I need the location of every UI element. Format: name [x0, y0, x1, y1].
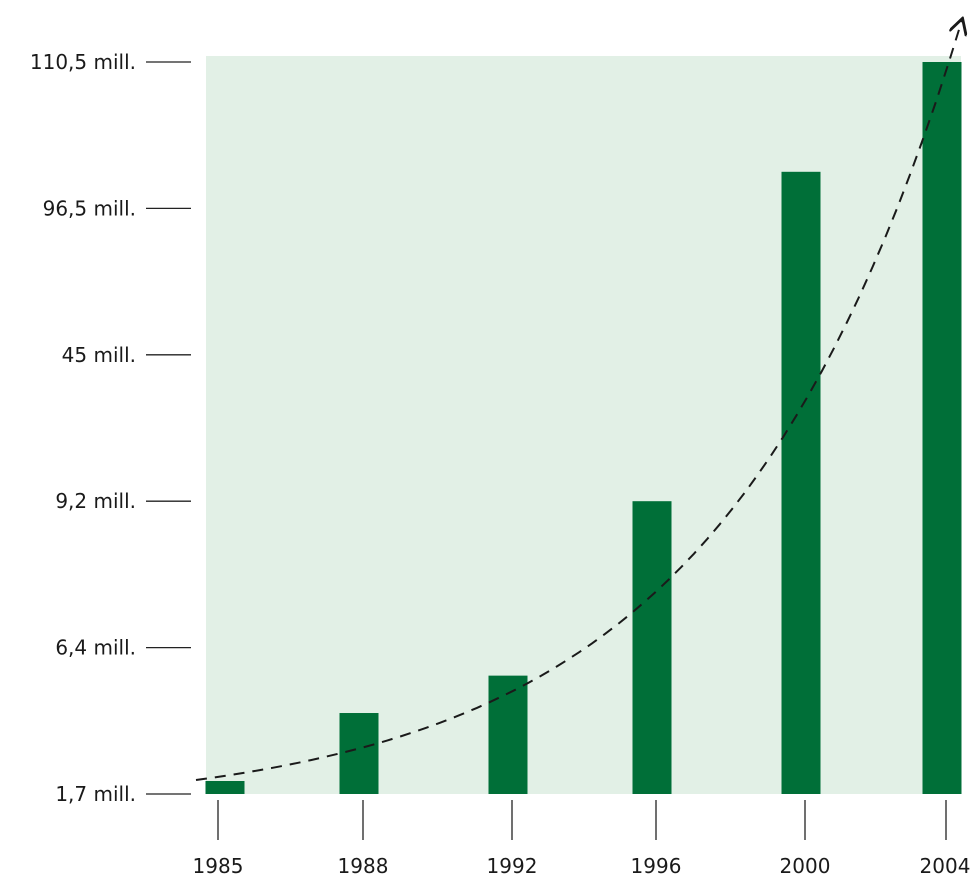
- bar-1988: [339, 713, 379, 794]
- x-tick-label-2004: 2004: [920, 854, 971, 878]
- y-axis: 1,7 mill. 6,4 mill. 9,2 mill. 45 mill. 96,5 …: [30, 50, 191, 806]
- bar-1992: [488, 675, 528, 794]
- y-tick-label: 45 mill.: [62, 343, 136, 367]
- x-tick-label-1988: 1988: [338, 854, 389, 878]
- bar-1996: [632, 501, 672, 794]
- bar-2004: [922, 62, 962, 794]
- x-tick-label-1992: 1992: [487, 854, 538, 878]
- trend-line: [195, 20, 962, 781]
- x-tick-label-1996: 1996: [631, 854, 682, 878]
- y-tick-label: 6,4 mill.: [55, 636, 136, 660]
- y-tick-label: 9,2 mill.: [55, 489, 136, 513]
- y-tick-label: 110,5 mill.: [30, 50, 136, 74]
- x-tick-label-2000: 2000: [780, 854, 831, 878]
- bar-1985: [205, 781, 245, 794]
- x-tick-label-1985: 1985: [193, 854, 244, 878]
- x-axis: 1985 1988 1992 1996 2000 2004: [193, 800, 971, 878]
- y-tick-label: 1,7 mill.: [55, 782, 136, 806]
- plot-background: [206, 56, 961, 794]
- bar-2000: [781, 171, 821, 795]
- bars-group: [205, 62, 962, 795]
- y-tick-label: 96,5 mill.: [43, 196, 136, 220]
